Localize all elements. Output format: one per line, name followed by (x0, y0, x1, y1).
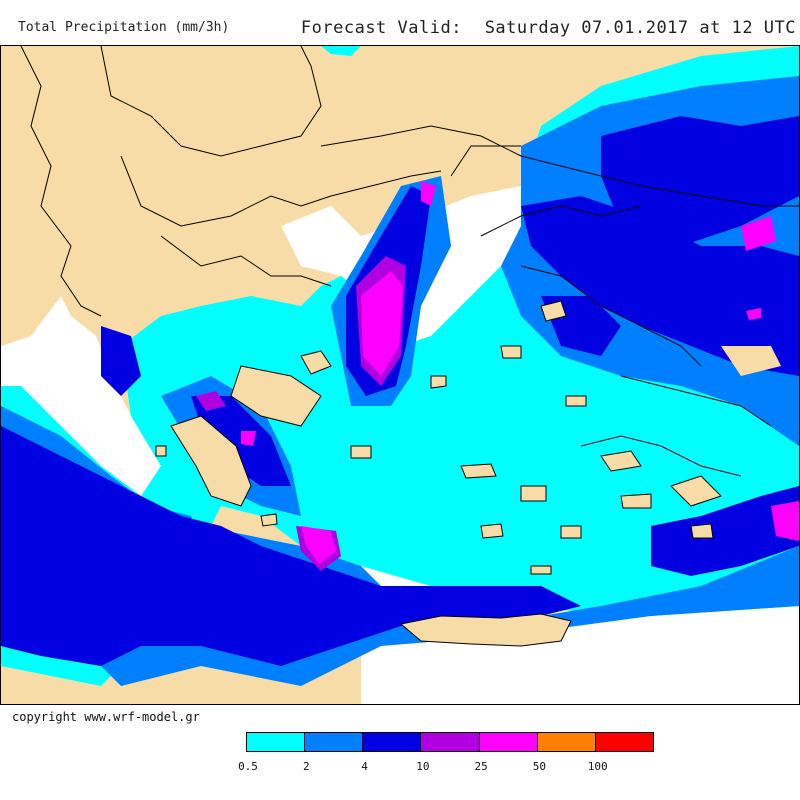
legend-swatch (479, 733, 538, 751)
precip-magenta-se (771, 501, 799, 541)
legend-swatch (363, 733, 422, 751)
legend-label: 100 (587, 760, 608, 773)
forecast-valid: Forecast Valid: Saturday 07.01.2017 at 1… (301, 18, 796, 38)
legend-swatch (537, 733, 596, 751)
legend-labels: 0.5 2 4 10 25 50 100 (0, 760, 800, 774)
political-borders (20, 46, 799, 477)
precip-purple-gulf (196, 391, 226, 411)
precip-magenta-turkey (746, 308, 761, 320)
legend-swatch (247, 733, 306, 751)
precip-magenta-ne (741, 216, 776, 251)
precip-dark-blue-se (651, 486, 799, 576)
precip-dark-blue-south (1, 426, 581, 666)
valid-time: Saturday 07.01.2017 at 12 UTC (484, 18, 796, 38)
precip-magenta-crete-west (301, 526, 336, 564)
precip-cyan-north (321, 46, 361, 56)
copyright-text: copyright www.wrf-model.gr (12, 710, 200, 724)
legend-label: 0.5 (238, 760, 258, 773)
valid-label: Forecast Valid: (300, 18, 462, 38)
legend-swatch (421, 733, 480, 751)
land-cyprus (721, 346, 781, 376)
land-thessaly (230, 365, 322, 427)
land-crete (399, 613, 572, 647)
precip-magenta-aegean (361, 271, 403, 376)
map-canvas (1, 46, 799, 704)
color-legend (246, 732, 654, 752)
legend-label: 10 (416, 760, 430, 773)
precip-magenta-north (421, 181, 436, 206)
precip-magenta-gulf (241, 431, 256, 446)
precip-dark-blue-ne (601, 116, 799, 246)
precip-dark-blue-ionian (101, 326, 141, 396)
dry-area-west (1, 296, 161, 496)
product-title: Total Precipitation (mm/3h) (18, 20, 230, 35)
legend-label: 50 (532, 760, 547, 773)
legend-label: 4 (361, 760, 368, 773)
land-rhodes (670, 475, 722, 507)
legend-swatch (305, 733, 364, 751)
legend-swatch (595, 733, 653, 751)
precipitation-map (0, 45, 800, 705)
land-peloponnese (170, 415, 252, 507)
legend-label: 2 (302, 760, 310, 773)
islands (155, 300, 714, 575)
legend-label: 25 (474, 760, 488, 773)
precip-dark-blue-east (521, 196, 799, 376)
